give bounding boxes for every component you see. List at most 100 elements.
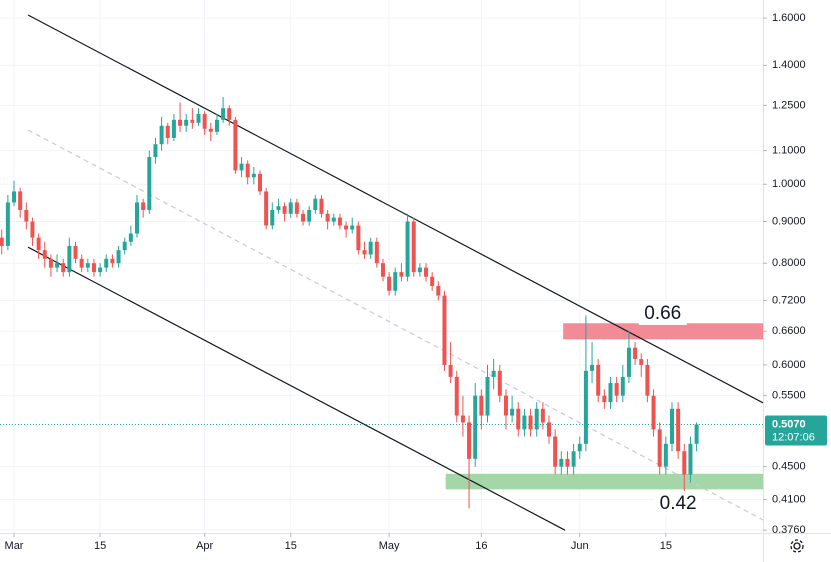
candle-body xyxy=(682,451,687,475)
candle-body xyxy=(651,395,656,430)
zone-label-bg xyxy=(654,491,703,516)
y-tick-label: 0.4100 xyxy=(772,493,806,505)
candle-body xyxy=(67,245,72,273)
candle-body xyxy=(313,198,318,210)
candle-body xyxy=(79,258,84,268)
candle-body xyxy=(510,408,515,416)
candle-body xyxy=(417,267,422,273)
trendline xyxy=(27,246,566,531)
candle-body xyxy=(73,245,78,259)
candle-body xyxy=(245,163,250,178)
candle-body xyxy=(319,198,324,214)
candle-body xyxy=(5,202,10,246)
candle-body xyxy=(467,422,472,459)
y-tick-label: 1.0000 xyxy=(772,178,806,190)
candle-body xyxy=(694,424,699,444)
candle-body xyxy=(270,209,275,226)
candle-body xyxy=(559,458,564,467)
candle-body xyxy=(356,225,361,251)
settings-icon[interactable] xyxy=(790,539,804,553)
candle-body xyxy=(153,144,158,158)
candle-body xyxy=(202,113,207,129)
candle-body xyxy=(411,221,416,273)
y-tick-label: 0.6600 xyxy=(772,325,806,337)
y-tick-label: 1.1000 xyxy=(772,144,806,156)
candle-body xyxy=(128,233,133,242)
candle-body xyxy=(171,119,176,138)
countdown: 12:07:06 xyxy=(772,431,815,443)
y-tick-label: 0.9000 xyxy=(772,215,806,227)
candle-body xyxy=(221,108,226,120)
candle-body xyxy=(583,370,588,444)
y-tick-label: 0.6000 xyxy=(772,359,806,371)
candle-body xyxy=(344,225,349,230)
zone-label: 0.42 xyxy=(660,493,697,514)
candle-body xyxy=(196,113,201,123)
candle-body xyxy=(116,250,121,264)
candle-body xyxy=(104,258,109,268)
candle-body xyxy=(473,395,478,459)
candle-body xyxy=(301,213,306,222)
candle-body xyxy=(547,422,552,437)
candle-body xyxy=(608,383,613,403)
last-price-tag xyxy=(765,415,827,446)
candle-body xyxy=(540,408,545,423)
x-tick-label: Apr xyxy=(196,540,213,552)
y-tick-label: 0.5500 xyxy=(772,390,806,402)
candle-body xyxy=(282,206,287,214)
candle-body xyxy=(614,383,619,396)
candle-body xyxy=(676,408,681,452)
candle-body xyxy=(12,191,17,203)
candle-body xyxy=(0,237,4,246)
y-tick-label: 0.7200 xyxy=(772,294,806,306)
candle-body xyxy=(387,276,392,291)
candle-body xyxy=(288,202,293,214)
candle-body xyxy=(491,370,496,377)
candle-body xyxy=(479,395,484,416)
candle-body xyxy=(528,415,533,430)
candle-body xyxy=(436,286,441,296)
zone xyxy=(445,473,763,490)
candle-body xyxy=(454,376,459,416)
candle-body xyxy=(36,237,41,251)
zone xyxy=(563,323,763,340)
candle-body xyxy=(165,125,170,138)
y-tick-label: 1.2500 xyxy=(772,99,806,111)
candle-body xyxy=(55,263,60,268)
candle-body xyxy=(657,429,662,467)
candle-body xyxy=(571,451,576,467)
candle-body xyxy=(208,128,213,132)
candle-body xyxy=(239,163,244,171)
y-tick-label: 0.8000 xyxy=(772,257,806,269)
candle-body xyxy=(669,408,674,444)
candle-body xyxy=(350,225,355,230)
candle-body xyxy=(688,443,693,475)
x-tick-label: 15 xyxy=(94,540,106,552)
x-tick-label: Mar xyxy=(5,540,24,552)
candle-body xyxy=(337,217,342,226)
y-tick-label: 1.4000 xyxy=(772,59,806,71)
trendline xyxy=(27,14,764,404)
candle-body xyxy=(24,209,29,222)
zone-label: 0.66 xyxy=(644,303,681,324)
candle-body xyxy=(30,221,35,238)
candle-body xyxy=(159,125,164,145)
candle-body xyxy=(639,359,644,365)
candle-body xyxy=(178,119,183,126)
candle-body xyxy=(48,258,53,268)
candle-body xyxy=(184,119,189,126)
candle-body xyxy=(227,108,232,120)
candle-body xyxy=(362,250,367,255)
candle-body xyxy=(122,241,127,251)
candle-body xyxy=(448,364,453,377)
candle-body xyxy=(590,364,595,371)
candle-body xyxy=(442,295,447,365)
candle-body xyxy=(233,119,238,171)
candle-body xyxy=(633,347,638,360)
candle-body xyxy=(264,191,269,226)
y-tick-label: 0.4500 xyxy=(772,461,806,473)
candle-body xyxy=(276,206,281,210)
candle-body xyxy=(430,276,435,287)
